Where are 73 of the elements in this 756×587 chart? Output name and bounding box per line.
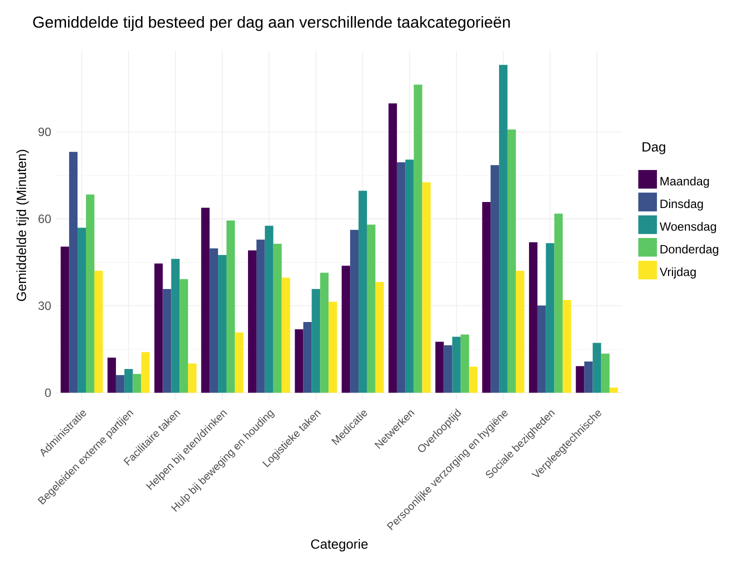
legend-label: Vrijdag bbox=[660, 268, 696, 279]
bar bbox=[562, 300, 572, 393]
bar bbox=[294, 329, 304, 393]
bar bbox=[273, 244, 282, 393]
bar bbox=[264, 226, 274, 393]
legend-title: Dag bbox=[642, 142, 666, 154]
bar bbox=[529, 242, 538, 393]
y-axis-title: Gemiddelde tijd (Minuten) bbox=[16, 150, 29, 302]
y-tick-label: 30 bbox=[38, 302, 51, 310]
bar bbox=[69, 152, 78, 393]
bar bbox=[342, 266, 350, 393]
bar bbox=[94, 270, 103, 393]
x-axis-title: Categorie bbox=[311, 539, 368, 552]
bar bbox=[358, 190, 367, 393]
bar bbox=[78, 228, 86, 393]
bar bbox=[499, 65, 508, 393]
legend-label: Dinsdag bbox=[660, 199, 703, 211]
bar bbox=[366, 224, 376, 393]
bar bbox=[396, 162, 406, 393]
bar bbox=[460, 334, 470, 393]
bar bbox=[218, 255, 226, 393]
bar bbox=[554, 214, 563, 393]
bar bbox=[469, 366, 478, 393]
bar bbox=[162, 289, 172, 393]
bar bbox=[435, 342, 444, 393]
bar bbox=[234, 332, 244, 393]
bar bbox=[546, 243, 554, 393]
bar bbox=[584, 362, 593, 393]
bar bbox=[282, 278, 290, 393]
bar bbox=[226, 220, 235, 393]
bar bbox=[188, 364, 196, 393]
legend-label: Donderdag bbox=[660, 244, 718, 256]
bar bbox=[576, 366, 584, 393]
y-tick-label: 0 bbox=[45, 388, 51, 398]
bar bbox=[601, 354, 610, 393]
bar bbox=[154, 264, 163, 393]
bar bbox=[592, 343, 602, 393]
bar bbox=[482, 202, 491, 393]
bar bbox=[108, 358, 116, 393]
bar bbox=[248, 250, 256, 393]
bar bbox=[201, 208, 210, 393]
bar bbox=[132, 374, 142, 393]
bar bbox=[414, 84, 422, 393]
bar bbox=[444, 345, 452, 393]
bar bbox=[452, 336, 461, 393]
bar bbox=[60, 246, 70, 393]
bar bbox=[516, 270, 524, 393]
bar bbox=[350, 230, 359, 393]
bar bbox=[86, 194, 94, 393]
bar bbox=[180, 279, 188, 393]
bar bbox=[303, 322, 312, 393]
bar bbox=[537, 306, 546, 393]
legend-label: Maandag bbox=[660, 176, 709, 188]
bar bbox=[210, 248, 218, 393]
y-tick-label: 60 bbox=[38, 214, 51, 224]
bar bbox=[116, 375, 124, 393]
bar bbox=[422, 182, 431, 393]
legend-label: Woensdag bbox=[660, 222, 716, 234]
bar bbox=[256, 240, 265, 393]
bar bbox=[375, 282, 384, 393]
bar bbox=[328, 302, 337, 393]
bar bbox=[490, 165, 500, 393]
y-tick-label: 90 bbox=[38, 128, 51, 136]
bar bbox=[320, 272, 329, 393]
bar bbox=[405, 160, 414, 393]
bar bbox=[388, 104, 397, 393]
bar bbox=[171, 258, 180, 393]
bar bbox=[124, 369, 133, 393]
bar bbox=[141, 352, 150, 393]
chart-title: Gemiddelde tijd besteed per dag aan verschillende taakcategorieën bbox=[33, 16, 510, 32]
bar bbox=[312, 289, 320, 393]
bar bbox=[610, 388, 618, 393]
bar bbox=[507, 130, 516, 393]
